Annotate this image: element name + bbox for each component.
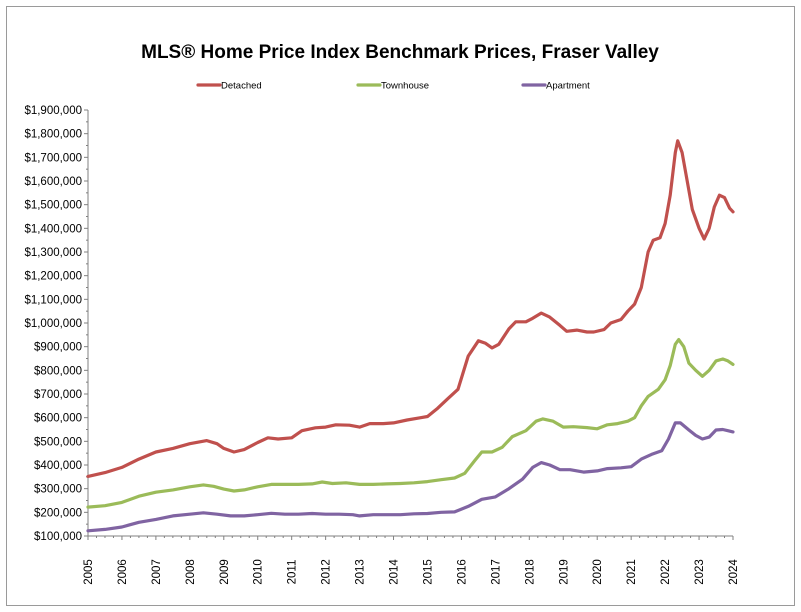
y-tick-label: $1,100,000 [24,294,82,306]
y-tick-label: $1,700,000 [24,152,82,164]
x-tick-label: 2018 [524,559,536,585]
y-tick-label: $900,000 [34,342,82,354]
x-tick-label: 2023 [694,559,706,585]
y-tick-label: $400,000 [34,460,82,472]
x-tick-label: 2011 [287,560,299,585]
y-tick-label: $1,400,000 [24,223,82,235]
y-tick-label: $1,200,000 [24,271,82,283]
legend-label-townhouse: Townhouse [381,81,429,92]
x-tick-label: 2019 [558,559,570,585]
series-line-apartment [86,421,735,533]
y-tick-label: $600,000 [34,413,82,425]
x-tick-label: 2016 [456,559,468,585]
y-tick-label: $1,000,000 [24,318,82,330]
y-tick-label: $1,600,000 [24,176,82,188]
x-tick-label: 2022 [660,559,672,585]
x-tick-label: 2014 [389,559,401,585]
y-tick-label: $800,000 [34,365,82,377]
y-tick-label: $300,000 [34,484,82,496]
x-tick-label: 2010 [253,559,265,585]
y-tick-label: $1,300,000 [24,247,82,259]
axes [87,110,733,537]
series-line-detached [86,139,735,478]
y-tick-label: $700,000 [34,389,82,401]
x-tick-label: 2024 [728,559,740,585]
legend-label-apartment: Apartment [546,81,590,92]
x-tick-label: 2009 [219,559,231,585]
y-axis-ticks: $100,000 $200,000 $300,000 $400,000 $500,000… [24,105,88,543]
x-tick-label: 2005 [83,559,95,585]
x-tick-label: 2007 [151,559,163,585]
y-tick-label: $200,000 [34,507,82,519]
y-tick-label: $1,900,000 [24,105,82,117]
y-tick-label: $1,800,000 [24,129,82,141]
y-tick-label: $1,500,000 [24,200,82,212]
x-tick-label: 2013 [355,559,367,585]
x-tick-label: 2021 [626,559,638,585]
legend-label-detached: Detached [221,81,262,92]
x-tick-label: 2008 [185,559,197,585]
chart-frame [6,6,795,606]
y-tick-label: $500,000 [34,436,82,448]
x-tick-label: 2020 [592,559,604,585]
x-tick-label: 2006 [117,559,129,585]
x-tick-label: 2017 [490,559,502,585]
x-axis-ticks: 2005 2006 2007 2008 2009 2010 2011 2012 2013 2014… [83,536,740,585]
series-line-townhouse [86,338,735,509]
y-tick-label: $100,000 [34,531,82,543]
legend: Detached Townhouse Apartment [196,81,590,92]
x-tick-label: 2012 [321,559,333,585]
x-tick-label: 2015 [422,559,434,585]
chart-title: MLS® Home Price Index Benchmark Prices, … [141,42,659,63]
series-lines [86,139,735,533]
